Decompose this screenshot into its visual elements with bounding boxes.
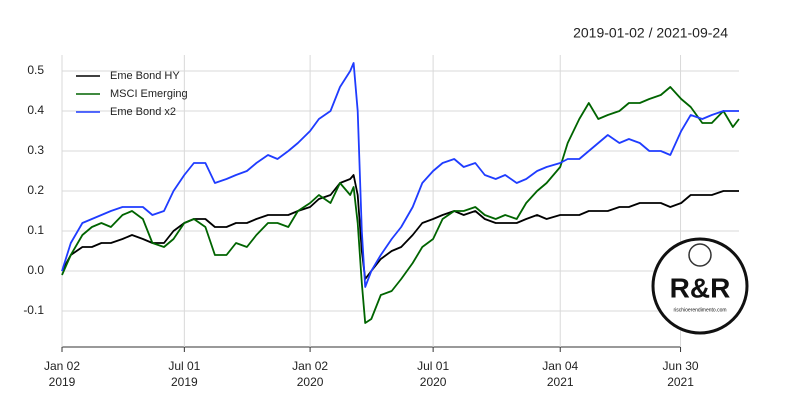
x-tick-label: Jul 01 xyxy=(417,359,449,373)
logo-icon xyxy=(688,243,712,267)
y-tick-label: -0.1 xyxy=(23,303,44,317)
logo-text: R&R xyxy=(670,272,731,303)
series-line xyxy=(61,86,740,324)
logo-url: rischioerendimento.com xyxy=(673,307,726,313)
y-tick-label: 0.2 xyxy=(27,183,44,197)
series-line xyxy=(61,62,739,288)
legend-label: MSCI Emerging xyxy=(110,88,188,100)
x-tick-label: 2021 xyxy=(547,375,574,389)
x-tick-label: Jul 01 xyxy=(168,359,200,373)
logo: R&R rischioerendimento.com xyxy=(651,237,749,335)
x-tick-label: 2020 xyxy=(420,375,447,389)
x-tick-label: 2021 xyxy=(667,375,694,389)
x-tick-label: Jan 02 xyxy=(44,359,80,373)
logo-circle xyxy=(651,237,749,335)
plot-area: -0.1 0.0 0.1 0.2 0.3 0.4 0.5 Jan 02 2019 Jul 01 20… xyxy=(23,55,740,389)
x-tick-label: Jun 30 xyxy=(663,359,699,373)
y-tick-label: 0.0 xyxy=(27,263,44,277)
x-tick-label: 2020 xyxy=(297,375,324,389)
x-tick-label: Jan 02 xyxy=(292,359,328,373)
y-tick-label: 0.5 xyxy=(27,63,44,77)
legend-label: Eme Bond HY xyxy=(110,70,180,82)
x-tick-label: Jan 04 xyxy=(542,359,578,373)
legend-label: Eme Bond x2 xyxy=(110,106,176,118)
y-tick-label: 0.1 xyxy=(27,223,44,237)
x-tick-label: 2019 xyxy=(171,375,198,389)
chart-subtitle: 2019-01-02 / 2021-09-24 xyxy=(573,25,728,41)
x-tick-label: 2019 xyxy=(49,375,76,389)
y-tick-label: 0.4 xyxy=(27,103,44,117)
y-tick-label: 0.3 xyxy=(27,143,44,157)
series-line xyxy=(61,174,739,280)
